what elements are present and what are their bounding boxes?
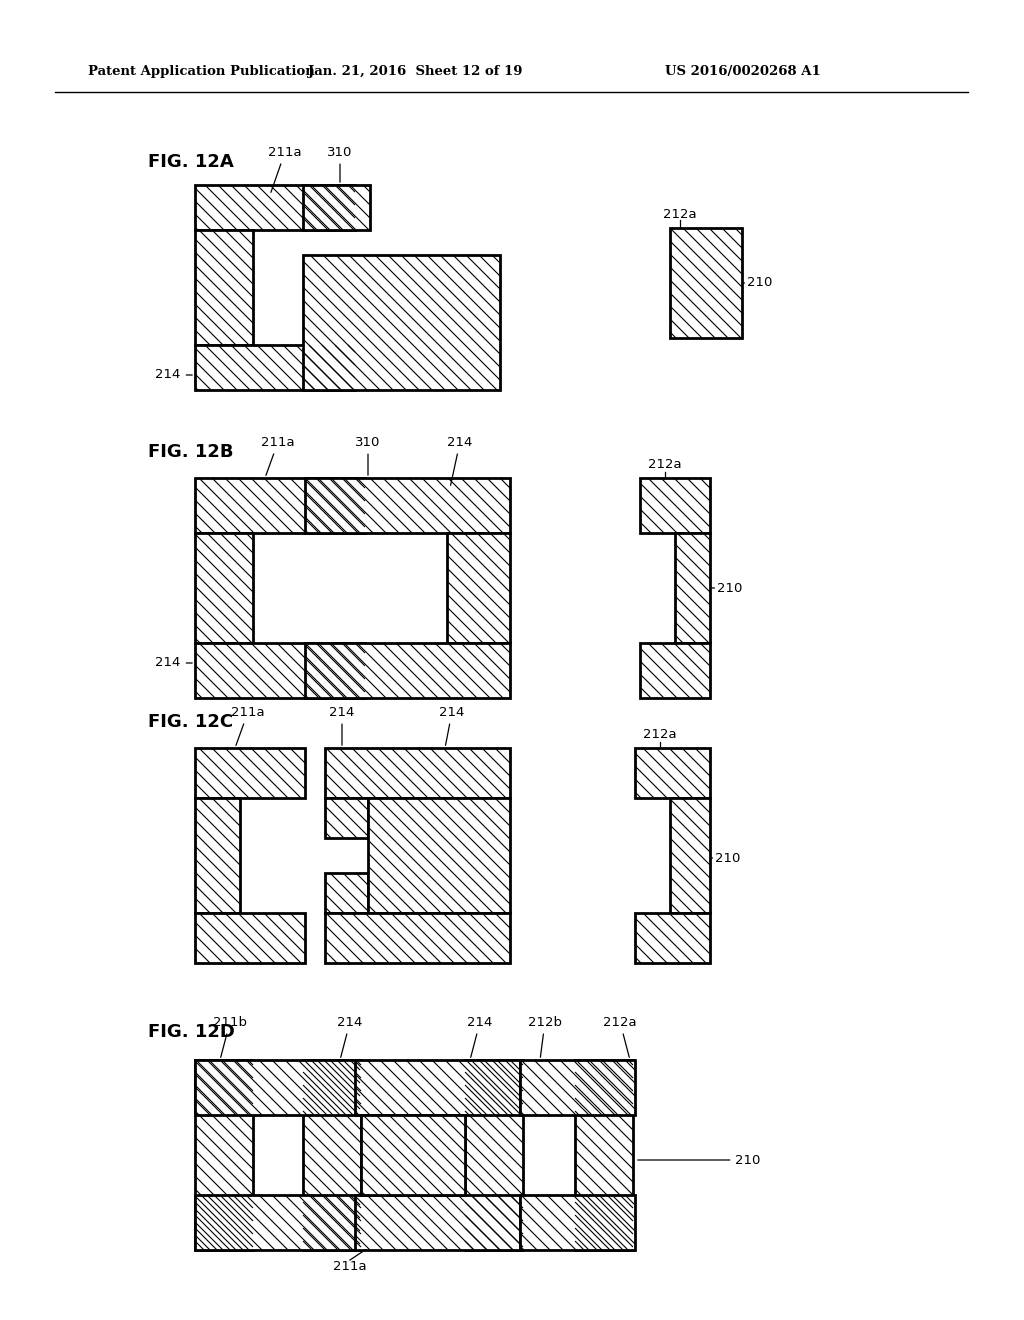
Bar — [447, 533, 510, 643]
Bar — [325, 913, 510, 964]
Text: 212a: 212a — [643, 729, 677, 742]
Text: 214: 214 — [330, 705, 354, 746]
Bar — [675, 533, 710, 643]
Text: 210: 210 — [712, 851, 740, 865]
Bar — [195, 478, 365, 533]
Bar — [325, 799, 368, 838]
Text: 214: 214 — [156, 368, 193, 381]
Text: 214: 214 — [447, 436, 473, 486]
Text: 214: 214 — [439, 705, 465, 746]
Text: 211a: 211a — [261, 436, 295, 475]
Bar — [520, 1195, 635, 1250]
Text: 211a: 211a — [231, 705, 265, 746]
Bar — [195, 1195, 360, 1250]
Text: 212a: 212a — [648, 458, 682, 471]
Text: 211a: 211a — [333, 1261, 367, 1274]
Bar — [195, 1060, 360, 1115]
Bar — [303, 255, 500, 389]
Text: 214: 214 — [337, 1015, 362, 1057]
Bar — [195, 799, 240, 913]
Text: 211a: 211a — [268, 145, 302, 193]
Bar — [325, 873, 368, 913]
Bar — [368, 799, 510, 913]
Bar — [305, 478, 510, 533]
Bar — [635, 913, 710, 964]
Bar — [303, 185, 370, 230]
Text: FIG. 12C: FIG. 12C — [148, 713, 233, 731]
Bar — [640, 643, 710, 698]
Bar — [195, 748, 305, 799]
Text: 310: 310 — [355, 436, 381, 475]
Bar — [303, 1060, 361, 1250]
Bar — [195, 643, 365, 698]
Bar — [640, 478, 710, 533]
Bar — [465, 1060, 523, 1250]
Bar — [520, 1060, 635, 1115]
Bar — [195, 185, 355, 230]
Text: 210: 210 — [742, 276, 773, 289]
Text: 210: 210 — [638, 1154, 761, 1167]
Bar — [195, 533, 253, 643]
Bar — [195, 1060, 253, 1250]
Text: Jan. 21, 2016  Sheet 12 of 19: Jan. 21, 2016 Sheet 12 of 19 — [308, 66, 522, 78]
Text: 310: 310 — [328, 145, 352, 182]
Bar — [195, 345, 355, 389]
Bar — [635, 748, 710, 799]
Bar — [355, 1060, 520, 1115]
Text: 212b: 212b — [528, 1015, 562, 1057]
Bar — [325, 748, 510, 799]
Text: Patent Application Publication: Patent Application Publication — [88, 66, 314, 78]
Bar — [670, 228, 742, 338]
Text: 214: 214 — [156, 656, 193, 669]
Bar — [305, 643, 510, 698]
Text: 212a: 212a — [603, 1015, 637, 1057]
Text: 211b: 211b — [213, 1015, 247, 1057]
Bar — [670, 799, 710, 913]
Text: 214: 214 — [467, 1015, 493, 1057]
Text: 210: 210 — [712, 582, 742, 594]
Bar — [355, 1195, 520, 1250]
Text: FIG. 12D: FIG. 12D — [148, 1023, 234, 1041]
Text: 212a: 212a — [664, 209, 696, 222]
Bar — [195, 913, 305, 964]
Text: FIG. 12A: FIG. 12A — [148, 153, 233, 172]
Bar — [575, 1060, 633, 1250]
Text: US 2016/0020268 A1: US 2016/0020268 A1 — [665, 66, 821, 78]
Bar — [195, 230, 253, 345]
Text: FIG. 12B: FIG. 12B — [148, 444, 233, 461]
Bar — [361, 1115, 465, 1195]
